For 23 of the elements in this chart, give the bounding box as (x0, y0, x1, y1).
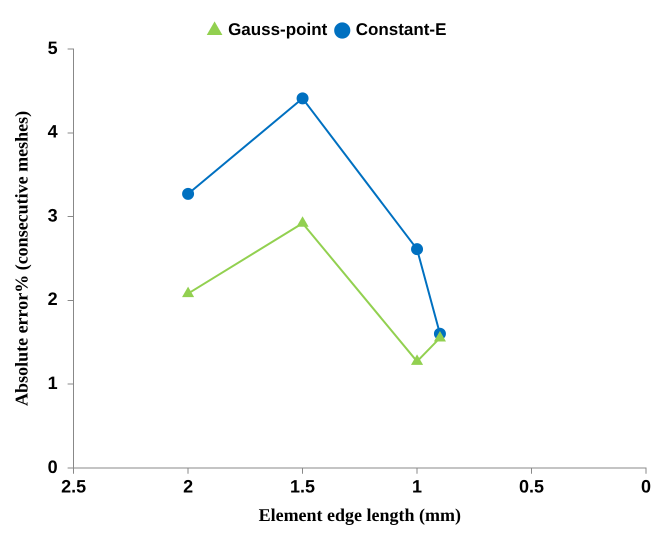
x-tick-label: 1 (412, 476, 422, 497)
x-tick-label: 2 (183, 476, 194, 497)
y-tick-label: 2 (48, 289, 58, 310)
point (297, 217, 308, 227)
y-tick-label: 5 (48, 38, 58, 58)
y-tick-label: 1 (48, 373, 58, 394)
x-tick-label: 0 (640, 476, 651, 497)
point (182, 188, 194, 200)
point (182, 288, 194, 298)
legend-label: Gauss-point (228, 20, 328, 40)
legend-label: Constant-E (356, 20, 446, 40)
point (434, 332, 446, 342)
x-tick-label: 1.5 (290, 476, 316, 497)
x-axis-title: Element edge length (mm) (258, 504, 462, 525)
y-tick-label: 4 (48, 122, 58, 142)
y-tick-label: 3 (48, 205, 58, 226)
y-axis-title: Absolute error% (consecutive meshes) (11, 110, 32, 406)
point (411, 243, 424, 256)
x-tick-label: 0.5 (519, 476, 544, 497)
point (296, 92, 309, 104)
point (412, 355, 422, 365)
x-tick-label: 2.5 (61, 476, 86, 497)
y-tick-label: 0 (48, 456, 58, 477)
